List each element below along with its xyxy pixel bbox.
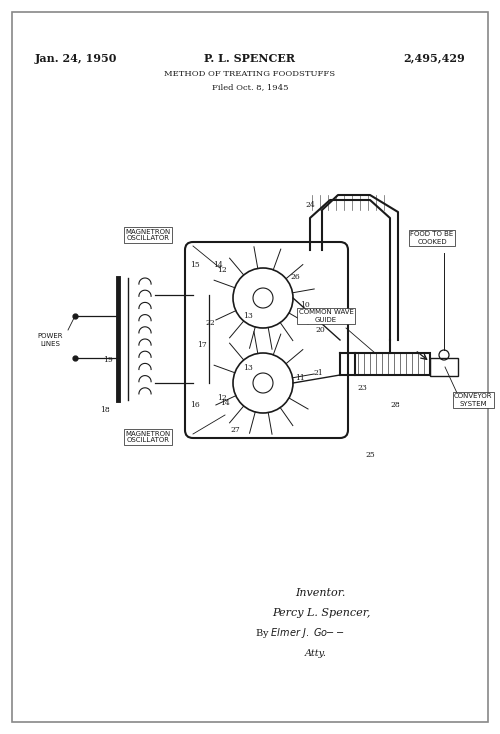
Text: COMMON WAVE
GUIDE: COMMON WAVE GUIDE [298,310,354,322]
Text: P. L. SPENCER: P. L. SPENCER [204,53,296,64]
Text: CONVEYOR
SYSTEM: CONVEYOR SYSTEM [454,393,492,407]
Text: MAGNETRON
OSCILLATOR: MAGNETRON OSCILLATOR [126,228,170,241]
Text: 20: 20 [315,326,325,334]
Bar [430,358,458,376]
Text: 11: 11 [295,374,305,382]
Text: Atty.: Atty. [305,649,327,658]
Text: POWER
LINES: POWER LINES [37,333,63,346]
Bar [355,353,430,375]
Text: FOOD TO BE
COOKED: FOOD TO BE COOKED [410,231,454,244]
Text: 27: 27 [230,426,240,434]
Text: 17: 17 [197,341,207,349]
Text: 24: 24 [305,201,315,209]
Text: 23: 23 [357,384,367,392]
Text: 13: 13 [243,364,253,372]
Text: 25: 25 [365,451,375,459]
Text: 22: 22 [205,319,215,327]
Text: MAGNETRON
OSCILLATOR: MAGNETRON OSCILLATOR [126,431,170,443]
Text: 19: 19 [103,356,113,364]
Text: 21: 21 [313,369,323,377]
Text: 14: 14 [213,261,223,269]
Text: 2,495,429: 2,495,429 [403,53,465,64]
Text: Inventor.: Inventor. [295,588,346,598]
Text: 10: 10 [300,301,310,309]
Text: 26: 26 [290,273,300,281]
Text: METHOD OF TREATING FOODSTUFFS: METHOD OF TREATING FOODSTUFFS [164,70,336,78]
Text: 18: 18 [100,406,110,414]
Text: 16: 16 [190,401,200,409]
Text: 15: 15 [190,261,200,269]
Text: 12: 12 [217,394,227,402]
Text: By $\mathit{Elmer\ J.\ Go\!\!-\!-}$: By $\mathit{Elmer\ J.\ Go\!\!-\!-}$ [255,626,345,640]
Text: Filed Oct. 8, 1945: Filed Oct. 8, 1945 [212,83,288,91]
Text: Percy L. Spencer,: Percy L. Spencer, [272,608,370,618]
Text: 28: 28 [390,401,400,409]
Text: 12: 12 [217,266,227,274]
Text: 13: 13 [243,312,253,320]
Text: Jan. 24, 1950: Jan. 24, 1950 [35,53,117,64]
Text: 14: 14 [220,399,230,407]
